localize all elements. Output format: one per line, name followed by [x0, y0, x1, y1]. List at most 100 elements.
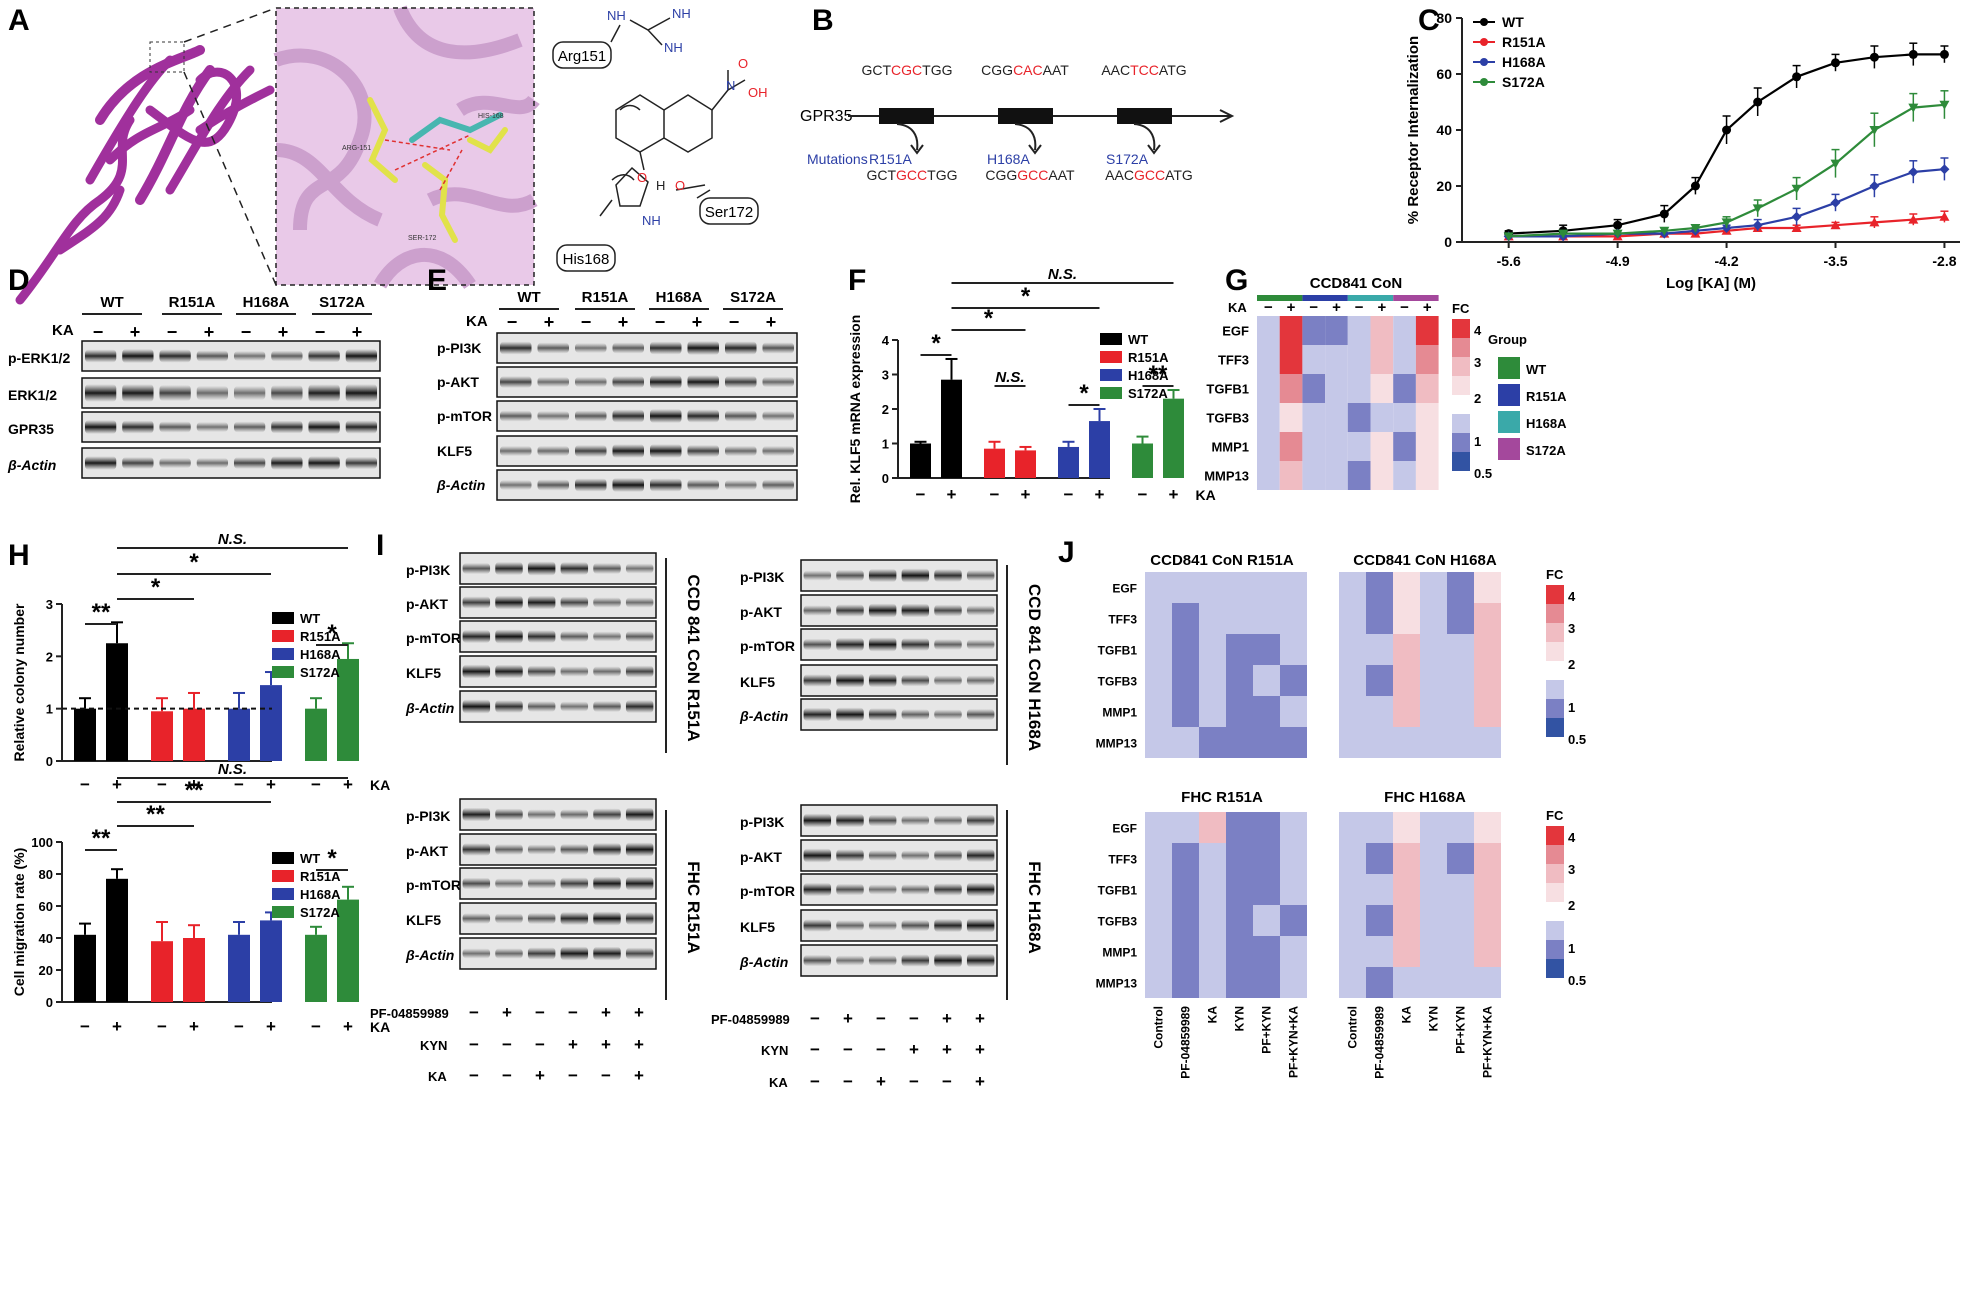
blot-i-3-row-1-band: [868, 568, 897, 583]
heatmap-cell: [1370, 374, 1394, 403]
heatmap-cell: [1447, 843, 1474, 874]
heatmap-cell: [1339, 727, 1366, 758]
mutation-arrow-3: [1133, 123, 1156, 151]
scale-swatch: [1546, 699, 1564, 718]
heatmap-cell: [1280, 967, 1307, 998]
blot-e-row-1-band: [500, 341, 532, 355]
data-point: [1613, 220, 1623, 230]
ka-sign: −: [916, 485, 926, 504]
panel-letter-e: E: [427, 264, 447, 297]
blot-e-row-4-band: [762, 445, 794, 457]
blot-i-3-row-5-band: [934, 709, 962, 720]
heatmap-cell: [1226, 696, 1253, 727]
data-point: [1721, 218, 1732, 228]
blot-i-2-row-4-band: [625, 912, 654, 925]
blot-d-row-3-band: [84, 420, 117, 434]
heatmap-cell: [1199, 572, 1226, 603]
blot-i-3-row-3-band: [868, 637, 897, 652]
y-tick-label: 2: [882, 402, 889, 417]
treatment-sign: −: [535, 1035, 545, 1054]
blot-i-2-row-1-band: [625, 807, 654, 822]
bar-WT-ctrl: [910, 443, 931, 478]
blot-i-3-row-4-band: [868, 673, 897, 688]
treatment-sign: −: [535, 1003, 545, 1022]
mut-codon-part: TGG: [927, 167, 957, 183]
heatmap-cell: [1474, 967, 1501, 998]
blot-i-1-row-5-band: [462, 699, 491, 714]
scale-tick: 0.5: [1568, 732, 1586, 747]
scale-tick: 4: [1474, 323, 1482, 338]
blot-i-4-row-4-band: [966, 918, 995, 933]
heatmap-cell: [1474, 634, 1501, 665]
scale-tick: 2: [1568, 898, 1575, 913]
blot-i-3-row-4-frame: [800, 664, 998, 697]
heatmap-cell: [1145, 843, 1172, 874]
blot-row-label: p-mTOR: [437, 408, 492, 424]
blot-i-3-row-5-frame: [800, 698, 998, 731]
heatmap-cell: [1474, 905, 1501, 936]
blot-e-row-2-band: [762, 376, 794, 388]
blot-d-row-3-band: [233, 421, 266, 433]
legend-swatch: [272, 906, 294, 918]
heatmap-cell: [1370, 316, 1394, 345]
blot-i-1-row-5-band: [495, 700, 523, 713]
heatmap-cell: [1393, 603, 1420, 634]
blot-i-4-row-5-band: [836, 955, 864, 966]
scale-tick: 0.5: [1474, 466, 1492, 481]
heatmap-cell: [1474, 843, 1501, 874]
blot-e-row-1-band: [575, 342, 607, 354]
panel-d: D WT R151A H168A S172A KA − + − + − + − + p-ERK1/2 ERK…: [7, 264, 381, 479]
wt-codon-part: AAC: [1101, 62, 1130, 78]
blot-e-row-3-band: [687, 409, 719, 423]
atom-o-carbonyl: O: [738, 56, 748, 71]
group-label: S172A: [730, 289, 776, 306]
blot-i-3-row-1-band: [803, 570, 832, 581]
heatmap-cell: [1226, 727, 1253, 758]
group-bar: [1302, 295, 1348, 301]
ka-sign: +: [266, 1017, 276, 1036]
legend-swatch: [272, 888, 294, 900]
blot-i-4-row-1-band: [901, 815, 930, 826]
ka-sign: +: [692, 312, 703, 332]
blot-d-row-4-band: [196, 457, 229, 469]
data-point: [1939, 211, 1950, 221]
blot-i-4-row-5-band: [803, 954, 832, 967]
y-axis-label: Relative colony number: [11, 603, 27, 761]
blot-i-1-row-4-band: [462, 664, 491, 679]
data-point: [1869, 217, 1880, 227]
zoom-line-bottom: [183, 71, 277, 286]
y-tick-label: 40: [1436, 122, 1452, 138]
ka-sign: +: [278, 322, 289, 342]
heatmap-cell: [1420, 905, 1447, 936]
legend-label: S172A: [1502, 74, 1545, 90]
heatmap-cell: [1393, 461, 1416, 490]
significance-mark: *: [327, 620, 337, 647]
heatmap-cell: [1474, 696, 1501, 727]
blot-d-row-2-band: [345, 384, 378, 402]
heatmap-cell: [1172, 727, 1199, 758]
legend-label: WT: [300, 611, 320, 626]
bar-WT-ctrl: [74, 708, 96, 761]
blot-i-2-row-1-band: [462, 807, 491, 822]
heatmap-cell: [1339, 936, 1366, 967]
blot-i-2-row-4-band: [462, 913, 491, 924]
bar-S172A-ctrl: [305, 934, 327, 1002]
bar-S172A-ctrl: [305, 708, 327, 761]
heatmap-row-label: TFF3: [1108, 613, 1137, 627]
blot-e-row-3-band: [537, 410, 569, 422]
blot-i-3-row-2-band: [901, 603, 930, 618]
blot-d-row-4-band: [84, 456, 117, 470]
scale-tick: 2: [1474, 391, 1481, 406]
blot-d-row-4-band: [271, 456, 303, 470]
ka-label: KA: [370, 777, 390, 793]
blot-d-row-2-band: [308, 384, 340, 402]
treatment-sign: +: [601, 1003, 611, 1022]
ka-sign: +: [1095, 485, 1105, 504]
scale-title: FC: [1452, 301, 1470, 316]
ser172-box: [699, 197, 759, 225]
heatmap-col-label: PF+KYN+KA: [1287, 1006, 1301, 1078]
blot-e-row-3-band: [725, 410, 757, 422]
ka-sign: −: [234, 775, 244, 794]
treatment-sign: +: [942, 1009, 952, 1028]
